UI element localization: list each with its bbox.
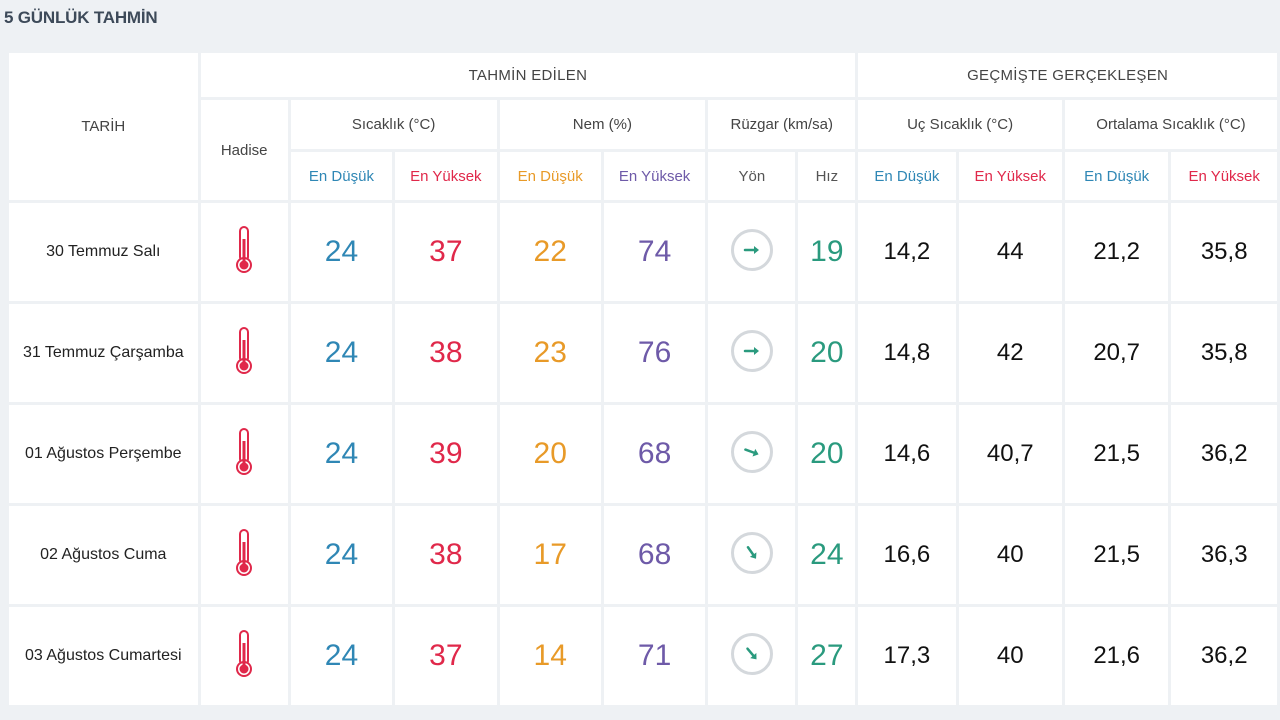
table-row: 30 Temmuz Salı 24 37 22 74 19 14,2 44 21… xyxy=(9,203,1277,301)
forecast-rows: 30 Temmuz Salı 24 37 22 74 19 14,2 44 21… xyxy=(9,203,1277,705)
extreme-low-cell: 14,2 xyxy=(858,203,956,301)
extreme-low-cell: 17,3 xyxy=(858,607,956,705)
temp-low-cell: 24 xyxy=(290,203,393,301)
event-cell xyxy=(200,304,288,402)
wind-direction-cell xyxy=(708,203,796,301)
header-avg-low: En Düşük xyxy=(1064,152,1169,200)
average-high-cell: 36,3 xyxy=(1171,506,1277,604)
average-low-cell: 21,5 xyxy=(1064,405,1169,503)
extreme-high-cell: 40 xyxy=(958,506,1062,604)
extreme-low-cell: 16,6 xyxy=(858,506,956,604)
header-forecast-group: TAHMİN EDİLEN xyxy=(200,53,856,97)
humidity-low-cell: 20 xyxy=(499,405,601,503)
extreme-high-cell: 42 xyxy=(958,304,1062,402)
event-cell xyxy=(200,506,288,604)
average-low-cell: 21,5 xyxy=(1064,506,1169,604)
thermometer-icon xyxy=(234,528,254,583)
wind-direction-icon xyxy=(730,430,773,473)
wind-direction-icon xyxy=(730,632,773,675)
header-past-group: GEÇMİŞTE GERÇEKLEŞEN xyxy=(858,53,1277,97)
wind-direction-icon xyxy=(730,531,773,574)
temp-low-cell: 24 xyxy=(290,506,393,604)
header-temperature: Sıcaklık (°C) xyxy=(290,100,497,149)
wind-direction-icon xyxy=(730,329,773,372)
page-title: 5 GÜNLÜK TAHMİN xyxy=(4,8,158,27)
wind-direction-icon xyxy=(730,228,773,271)
temp-low-cell: 24 xyxy=(290,405,393,503)
table-row: 01 Ağustos Perşembe 24 39 20 68 20 14,6 … xyxy=(9,405,1277,503)
header-average-temp: Ortalama Sıcaklık (°C) xyxy=(1064,100,1277,149)
wind-direction-cell xyxy=(708,405,796,503)
header-wind-speed: Hız xyxy=(798,152,856,200)
wind-speed-cell: 27 xyxy=(798,607,856,705)
header-temp-high: En Yüksek xyxy=(395,152,497,200)
average-low-cell: 21,6 xyxy=(1064,607,1169,705)
header-temp-low: En Düşük xyxy=(290,152,393,200)
extreme-high-cell: 44 xyxy=(958,203,1062,301)
temp-high-cell: 37 xyxy=(395,607,497,705)
extreme-high-cell: 40 xyxy=(958,607,1062,705)
temp-high-cell: 38 xyxy=(395,304,497,402)
event-cell xyxy=(200,405,288,503)
table-row: 02 Ağustos Cuma 24 38 17 68 24 16,6 40 2… xyxy=(9,506,1277,604)
forecast-table: TARİH TAHMİN EDİLEN GEÇMİŞTE GERÇEKLEŞEN… xyxy=(6,50,1280,708)
table-row: 31 Temmuz Çarşamba 24 38 23 76 20 14,8 4… xyxy=(9,304,1277,402)
wind-direction-cell xyxy=(708,304,796,402)
humidity-high-cell: 74 xyxy=(603,203,706,301)
wind-speed-cell: 24 xyxy=(798,506,856,604)
average-low-cell: 21,2 xyxy=(1064,203,1169,301)
thermometer-icon xyxy=(234,427,254,482)
temp-low-cell: 24 xyxy=(290,304,393,402)
wind-speed-cell: 20 xyxy=(798,405,856,503)
humidity-low-cell: 23 xyxy=(499,304,601,402)
date-cell: 03 Ağustos Cumartesi xyxy=(9,607,198,705)
temp-high-cell: 39 xyxy=(395,405,497,503)
header-date: TARİH xyxy=(9,53,198,200)
average-high-cell: 35,8 xyxy=(1171,203,1277,301)
date-cell: 31 Temmuz Çarşamba xyxy=(9,304,198,402)
header-extreme-temp: Uç Sıcaklık (°C) xyxy=(858,100,1062,149)
header-hum-low: En Düşük xyxy=(499,152,601,200)
event-cell xyxy=(200,203,288,301)
temp-low-cell: 24 xyxy=(290,607,393,705)
table-row: 03 Ağustos Cumartesi 24 37 14 71 27 17,3… xyxy=(9,607,1277,705)
humidity-high-cell: 68 xyxy=(603,405,706,503)
date-cell: 30 Temmuz Salı xyxy=(9,203,198,301)
header-ext-low: En Düşük xyxy=(858,152,956,200)
extreme-high-cell: 40,7 xyxy=(958,405,1062,503)
header-event: Hadise xyxy=(200,100,288,200)
average-low-cell: 20,7 xyxy=(1064,304,1169,402)
humidity-high-cell: 76 xyxy=(603,304,706,402)
humidity-low-cell: 22 xyxy=(499,203,601,301)
wind-direction-cell xyxy=(708,607,796,705)
extreme-low-cell: 14,8 xyxy=(858,304,956,402)
wind-direction-cell xyxy=(708,506,796,604)
date-cell: 01 Ağustos Perşembe xyxy=(9,405,198,503)
humidity-low-cell: 14 xyxy=(499,607,601,705)
humidity-high-cell: 68 xyxy=(603,506,706,604)
average-high-cell: 36,2 xyxy=(1171,607,1277,705)
header-wind: Rüzgar (km/sa) xyxy=(708,100,856,149)
header-ext-high: En Yüksek xyxy=(958,152,1062,200)
header-humidity: Nem (%) xyxy=(499,100,706,149)
average-high-cell: 35,8 xyxy=(1171,304,1277,402)
header-hum-high: En Yüksek xyxy=(603,152,706,200)
wind-speed-cell: 19 xyxy=(798,203,856,301)
humidity-low-cell: 17 xyxy=(499,506,601,604)
event-cell xyxy=(200,607,288,705)
temp-high-cell: 37 xyxy=(395,203,497,301)
extreme-low-cell: 14,6 xyxy=(858,405,956,503)
date-cell: 02 Ağustos Cuma xyxy=(9,506,198,604)
wind-speed-cell: 20 xyxy=(798,304,856,402)
temp-high-cell: 38 xyxy=(395,506,497,604)
thermometer-icon xyxy=(234,326,254,381)
header-wind-direction: Yön xyxy=(708,152,796,200)
thermometer-icon xyxy=(234,225,254,280)
header-avg-high: En Yüksek xyxy=(1171,152,1277,200)
average-high-cell: 36,2 xyxy=(1171,405,1277,503)
thermometer-icon xyxy=(234,629,254,684)
humidity-high-cell: 71 xyxy=(603,607,706,705)
